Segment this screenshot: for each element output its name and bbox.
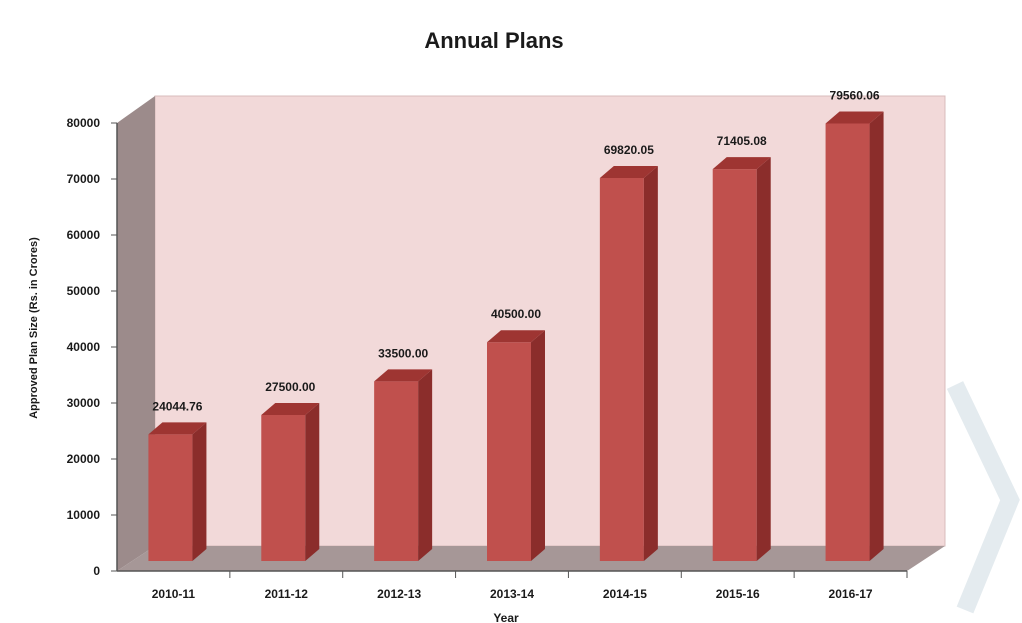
bar-side-face [418, 369, 433, 561]
y-tick-labels: 0 10000 20000 30000 40000 50000 60000 70000 8000… [67, 116, 117, 578]
y-tick-label: 0 [93, 564, 100, 578]
y-tick-label: 10000 [67, 508, 101, 522]
bar-2016-17 [825, 111, 884, 562]
bar-side-face [869, 111, 884, 562]
bar-side-face [192, 422, 207, 561]
bar-2014-15 [599, 166, 658, 561]
data-label: 24044.76 [152, 399, 202, 413]
chart-title: Annual Plans [424, 28, 563, 53]
bar-front-face [712, 169, 757, 562]
x-tick-label: 2014-15 [603, 587, 647, 601]
bar-top-face [261, 403, 320, 415]
bar-top-face [825, 111, 884, 124]
y-tick-label: 60000 [67, 228, 101, 242]
y-tick-label: 20000 [67, 452, 101, 466]
data-labels: 24044.76 27500.00 33500.00 40500.00 69820.05… [152, 88, 880, 413]
x-tick-label: 2011-12 [265, 587, 309, 601]
x-tick-label: 2010-11 [152, 587, 196, 601]
watermark-chevron [946, 381, 1020, 614]
bar-side-face [756, 157, 771, 562]
x-tick-label: 2015-16 [716, 587, 760, 601]
bar-side-face [305, 403, 320, 561]
bar-top-face [487, 330, 545, 343]
y-tick-label: 80000 [67, 116, 101, 130]
x-tick-label: 2013-14 [490, 587, 534, 601]
y-tick-label: 50000 [67, 284, 101, 298]
bar-top-face [712, 157, 771, 170]
bar-front-face [261, 415, 306, 561]
x-tick-label: 2016-17 [829, 587, 873, 601]
x-tick-label: 2012-13 [377, 587, 421, 601]
data-label: 27500.00 [265, 380, 315, 394]
y-tick-label: 30000 [67, 396, 101, 410]
bar-front-face [599, 178, 644, 561]
bar-top-face [148, 422, 207, 435]
bar-top-face [374, 369, 433, 382]
bar-front-face [825, 123, 870, 562]
bar-front-face [487, 342, 531, 561]
data-label: 40500.00 [491, 307, 541, 321]
bar-top-face [599, 166, 658, 179]
bar-2011-12 [261, 403, 320, 561]
x-axis-label: Year [493, 611, 519, 623]
x-tick-labels: 2010-11 2011-12 2012-13 2013-14 2014-15 2015-… [152, 571, 908, 601]
bar-front-face [148, 434, 193, 561]
bar-2010-11 [148, 422, 207, 561]
data-label: 79560.06 [830, 88, 880, 102]
y-axis-label: Approved Plan Size (Rs. in Crores) [28, 237, 40, 419]
data-label: 71405.08 [717, 134, 767, 148]
bar-2012-13 [374, 369, 433, 561]
bar-front-face [374, 381, 419, 561]
bar-2015-16 [712, 157, 771, 562]
bar-side-face [531, 330, 545, 561]
y-tick-label: 70000 [67, 172, 101, 186]
data-label: 69820.05 [604, 143, 654, 157]
bars [148, 111, 884, 562]
side-wall [117, 96, 155, 571]
y-tick-label: 40000 [67, 340, 101, 354]
bar-2013-14 [487, 330, 545, 561]
bar-side-face [643, 166, 658, 561]
data-label: 33500.00 [378, 346, 428, 360]
